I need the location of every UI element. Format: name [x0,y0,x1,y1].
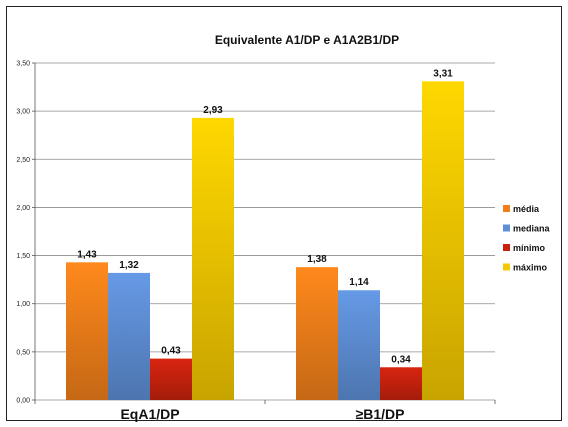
y-tick-label: 1,00 [16,301,30,308]
legend-swatch [503,244,510,251]
chart-title: Equivalente A1/DP e A1A2B1/DP [215,33,399,47]
bar-máximo-1 [192,117,234,400]
data-label: 1,14 [349,277,369,288]
bars [66,81,464,401]
y-tick-label: 0,00 [16,398,30,405]
bar-máximo-2 [422,81,464,401]
bar-mínimo-2 [380,367,422,400]
legend-swatch [503,205,510,212]
data-label: 1,32 [119,260,139,271]
category-labels: EqA1/DP ≥B1/DP [120,406,404,422]
chart-frame: Equivalente A1/DP e A1A2B1/DP 0,00 0,50 1,… [6,6,562,422]
data-label: 2,93 [203,105,223,116]
y-axis: 0,00 0,50 1,00 1,50 2,00 2,50 3,00 3,50 [16,61,496,405]
legend-entry: máximo [513,263,548,273]
legend: média mediana mínimo máximo [503,204,551,273]
data-label: 1,38 [307,254,327,265]
data-labels: 1,43 1,32 0,43 2,93 1,38 1,14 0,34 3,31 [77,68,453,365]
y-tick-label: 2,50 [16,157,30,164]
data-label: 3,31 [433,68,453,79]
legend-entry: média [513,204,540,214]
legend-entry: mediana [513,224,551,234]
y-tick-label: 1,50 [16,253,30,260]
data-label: 1,43 [77,249,97,260]
bar-mediana-1 [108,272,150,400]
bar-média-2 [296,267,338,400]
legend-swatch [503,263,510,271]
category-label: ≥B1/DP [356,406,405,422]
category-label: EqA1/DP [120,406,179,422]
bar-média-1 [66,262,108,400]
bar-chart: Equivalente A1/DP e A1A2B1/DP 0,00 0,50 1,… [16,33,551,422]
y-tick-label: 2,00 [16,205,30,212]
y-tick-label: 3,50 [16,61,30,68]
y-tick-label: 3,00 [16,109,30,116]
legend-entry: mínimo [513,243,546,253]
data-label: 0,43 [161,346,181,357]
bar-mediana-2 [338,290,380,400]
y-tick-label: 0,50 [16,349,30,356]
legend-swatch [503,224,510,232]
data-label: 0,34 [391,354,411,365]
bar-mínimo-1 [150,358,192,400]
